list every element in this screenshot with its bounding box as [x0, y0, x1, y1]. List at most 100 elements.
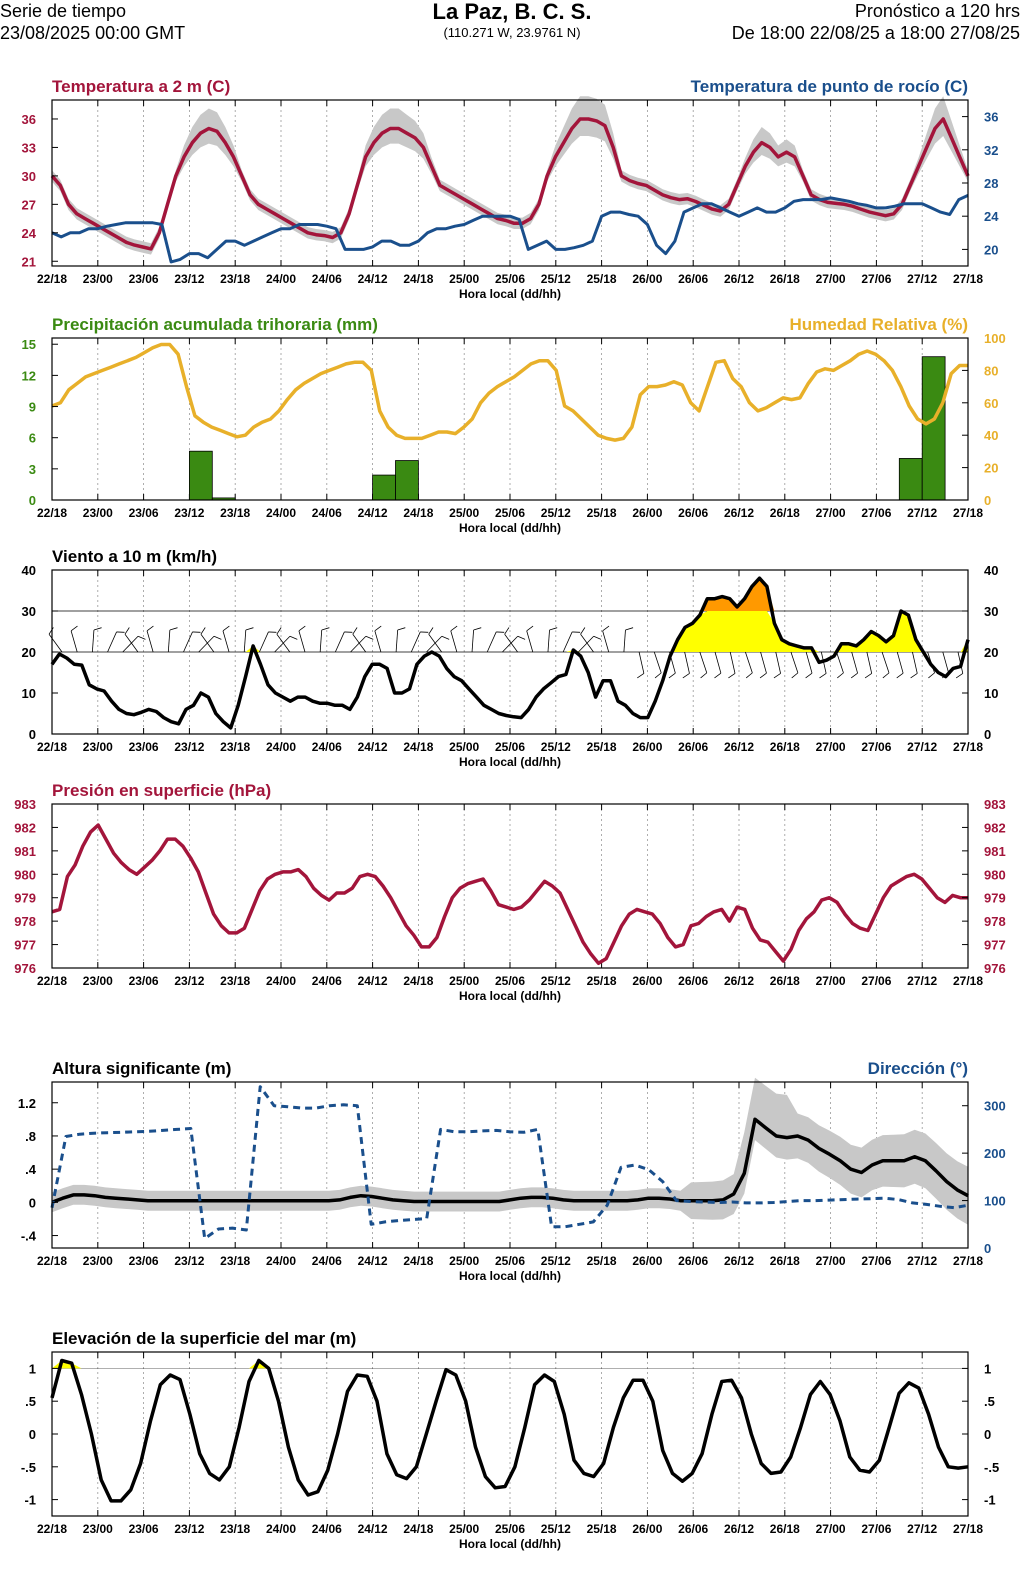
wind-ytick-label-left: 0 [29, 727, 36, 742]
pressure-xtick-label: 22/18 [37, 974, 67, 988]
wind-chart: 22/18 23/00 23/06 23/12 23/18 24/00 24/06 24/12… [22, 547, 999, 769]
sealevel-ytick-label-left: 1 [29, 1361, 36, 1376]
sealevel-xtick-label: 25/00 [449, 1522, 479, 1536]
wave-frame [51, 1081, 969, 1249]
precip-xtick-label: 24/00 [266, 506, 296, 520]
precip-chart: 22/18 23/00 23/06 23/12 23/18 24/00 24/06 24/12… [22, 315, 1006, 535]
wind-barb [699, 651, 708, 674]
wind-fill-over-20 [52, 611, 968, 652]
wave-ytick-label-right: 300 [984, 1099, 1006, 1114]
page-subtitle: (110.271 W, 23.9761 N) [443, 25, 581, 40]
temp-ytick-label-left: 24 [22, 226, 37, 241]
wind-barb-feather [48, 627, 54, 635]
pressure-series-line [51, 823, 968, 966]
sealevel-chart: 22/18 23/00 23/06 23/12 23/18 24/00 24/06 24/12… [21, 1329, 999, 1551]
wind-barb [602, 630, 610, 653]
wind-barb [428, 633, 442, 653]
wind-xtick-label: 25/12 [541, 740, 571, 754]
wave-uncertainty-band [52, 1077, 968, 1225]
wave-xtick-label: 22/18 [37, 1254, 67, 1268]
wind-barb-feather [700, 672, 708, 679]
pressure-xtick-label: 23/00 [83, 974, 113, 988]
wind-barb-feather [504, 627, 510, 635]
wind-xtick-label: 23/12 [174, 740, 204, 754]
pressure-ytick-label-left: 976 [14, 961, 36, 976]
temp-ytick-label-left: 30 [22, 169, 36, 184]
pressure-ytick-label-left: 982 [14, 820, 36, 835]
pressure-xtick-label: 26/06 [678, 974, 708, 988]
wind-barb [198, 635, 215, 653]
pressure-xtick-label: 27/06 [861, 974, 891, 988]
wind-barb [107, 631, 117, 653]
wind-barb [684, 651, 690, 674]
wave-xtick-label: 27/18 [953, 1254, 983, 1268]
wind-barb-feather [146, 625, 154, 632]
wind-barb [760, 651, 767, 674]
wind-barb-feather [200, 627, 206, 635]
wind-barb-feather [837, 672, 844, 679]
wind-barb-feather [602, 625, 610, 632]
wind-barb-feather [428, 627, 434, 635]
wind-barb-feather [365, 635, 374, 640]
wind-ytick-label-right: 40 [984, 563, 998, 578]
precip-xlabel: Hora local (dd/hh) [459, 521, 561, 535]
precip-xtick-label: 27/06 [861, 506, 891, 520]
precip-xtick-label: 22/18 [37, 506, 67, 520]
pressure-ytick-label-left: 980 [14, 867, 36, 882]
wave-xtick-label: 23/18 [220, 1254, 250, 1268]
sealevel-xtick-label: 25/12 [541, 1522, 571, 1536]
wind-barb-feather [298, 625, 306, 632]
wind-barb [547, 630, 550, 653]
pressure-ytick-label-left: 981 [14, 844, 36, 859]
wind-barb [638, 651, 645, 674]
wind-barb-feather [517, 635, 526, 640]
wind-xtick-label: 26/18 [770, 740, 800, 754]
wind-barb [714, 651, 722, 674]
header-center: La Paz, B. C. S. (110.271 W, 23.9761 N) [0, 0, 1024, 42]
wind-barb [912, 651, 918, 674]
pressure-xtick-label: 25/06 [495, 974, 525, 988]
wave-ytick-label-right: 200 [984, 1146, 1006, 1161]
precip-title-right: Humedad Relativa (%) [789, 315, 968, 334]
wind-barb [623, 630, 626, 653]
wind-barb-feather [549, 627, 558, 631]
sealevel-title: Elevación de la superficie del mar (m) [52, 1329, 356, 1348]
pressure-ytick-label-right: 982 [984, 820, 1006, 835]
temperature-series-line [50, 117, 970, 251]
temp-xtick-label: 27/18 [953, 272, 983, 286]
wind-xtick-label: 24/18 [403, 740, 433, 754]
temp-xtick-label: 24/06 [312, 272, 342, 286]
sealevel-ytick-label-right: -1 [984, 1493, 996, 1508]
wind-barb [836, 651, 844, 674]
pressure-xtick-label: 24/00 [266, 974, 296, 988]
wind-xlabel: Hora local (dd/hh) [459, 755, 561, 769]
wind-barb-feather [637, 673, 645, 679]
wind-xtick-label: 24/00 [266, 740, 296, 754]
wind-barb [504, 633, 518, 653]
pressure-frame [51, 803, 969, 969]
pressure-xtick-label: 25/12 [541, 974, 571, 988]
pressure-xtick-label: 24/18 [403, 974, 433, 988]
pressure-ytick-label-left: 979 [14, 891, 36, 906]
wind-barb [805, 651, 813, 674]
precip-ytick-label-right: 40 [984, 428, 998, 443]
pressure-xtick-label: 27/12 [907, 974, 937, 988]
precip-xtick-label: 26/12 [724, 506, 754, 520]
sealevel-xtick-label: 23/00 [83, 1522, 113, 1536]
precip-xtick-label: 27/00 [816, 506, 846, 520]
pressure-ytick-label-right: 980 [984, 867, 1006, 882]
wind-barb-feather [714, 672, 722, 679]
wind-barb [775, 651, 781, 674]
wind-xtick-label: 23/00 [83, 740, 113, 754]
wave-ytick-label-right: 0 [984, 1241, 991, 1256]
temp-xtick-label: 26/12 [724, 272, 754, 286]
temp-ytick-label-right: 28 [984, 176, 998, 191]
wind-barb [183, 631, 193, 653]
wind-barb [319, 630, 323, 653]
temp-xlabel: Hora local (dd/hh) [459, 287, 561, 301]
wind-xtick-label: 25/06 [495, 740, 525, 754]
precip-ytick-label-left: 12 [22, 368, 36, 383]
pressure-xtick-label: 25/00 [449, 974, 479, 988]
temp-xtick-label: 25/00 [449, 272, 479, 286]
